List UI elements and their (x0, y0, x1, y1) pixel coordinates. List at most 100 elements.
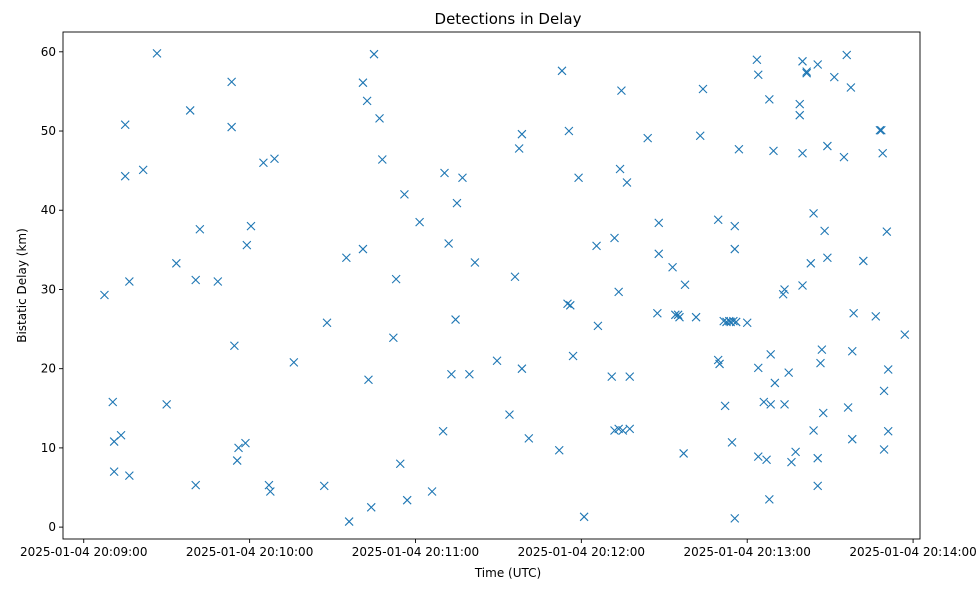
y-tick-label: 40 (41, 203, 56, 217)
data-point (377, 155, 387, 164)
data-point (625, 372, 635, 381)
data-point (464, 369, 474, 379)
data-point (846, 83, 856, 92)
data-point (400, 190, 409, 199)
data-point (265, 487, 275, 496)
data-point (849, 308, 859, 318)
data-point (752, 55, 762, 65)
data-point (458, 173, 467, 183)
data-point (319, 481, 329, 491)
data-point (362, 96, 372, 106)
data-point (795, 99, 805, 109)
data-point (809, 426, 818, 435)
data-point (822, 141, 832, 151)
data-point (720, 401, 730, 411)
data-point (900, 330, 910, 340)
data-point (510, 272, 520, 282)
data-point (787, 457, 796, 467)
data-point (492, 356, 502, 366)
data-point (625, 424, 635, 434)
data-point (438, 426, 448, 436)
data-point (195, 224, 205, 234)
data-point (770, 378, 780, 388)
y-tick-label: 50 (41, 124, 56, 138)
y-axis-label: Bistatic Delay (km) (15, 228, 29, 343)
data-point (817, 345, 827, 355)
data-point (847, 434, 857, 444)
data-point (675, 312, 684, 322)
data-point (369, 49, 379, 59)
plot-frame (62, 31, 921, 540)
y-tick-label: 60 (41, 45, 56, 59)
data-point (727, 437, 737, 447)
data-point (185, 106, 195, 115)
data-point (289, 357, 299, 367)
data-point (579, 512, 589, 522)
data-point (395, 459, 405, 469)
data-point (610, 233, 619, 243)
data-point (802, 68, 812, 78)
data-point (843, 403, 853, 412)
data-point (769, 146, 778, 156)
data-point (615, 164, 625, 174)
data-point (564, 126, 574, 136)
data-points (100, 49, 910, 526)
data-point (375, 113, 384, 123)
data-point (517, 364, 527, 374)
data-point (246, 221, 256, 231)
data-point (759, 397, 769, 407)
data-point (879, 386, 889, 396)
data-point (470, 258, 480, 267)
data-point (427, 487, 437, 496)
y-tick-label: 20 (41, 362, 56, 376)
data-point (879, 445, 889, 454)
data-point (680, 280, 690, 290)
x-tick-label: 2025-01-04 20:10:00 (186, 545, 313, 559)
data-point (643, 133, 653, 143)
data-point (842, 50, 852, 60)
data-point (120, 120, 130, 130)
data-point (654, 249, 664, 259)
data-point (713, 215, 723, 225)
data-point (882, 227, 892, 237)
data-point (241, 438, 250, 448)
data-point (514, 144, 524, 153)
chart-title: Detections in Delay (435, 10, 582, 28)
y-tick-label: 0 (48, 520, 56, 534)
data-point (171, 258, 181, 268)
data-point (742, 318, 752, 328)
data-point (444, 239, 454, 248)
data-point (270, 154, 279, 164)
data-point (524, 434, 534, 443)
data-point (766, 399, 776, 409)
data-point (322, 318, 332, 328)
data-point (162, 399, 172, 409)
data-point (791, 447, 800, 457)
data-point (654, 218, 664, 228)
data-point (191, 480, 201, 490)
data-point (259, 158, 268, 168)
data-point (124, 277, 134, 286)
data-point (809, 209, 818, 218)
data-point (802, 67, 812, 76)
data-point (813, 481, 823, 491)
data-point (778, 289, 788, 299)
data-point (858, 256, 868, 266)
data-point (402, 495, 412, 505)
data-point (839, 152, 849, 162)
y-tick-label: 10 (41, 441, 56, 455)
x-axis-label: Time (UTC) (474, 566, 541, 580)
data-point (557, 66, 567, 76)
data-point (234, 443, 243, 453)
data-point (668, 262, 677, 272)
data-point (554, 445, 564, 455)
data-point (120, 171, 130, 181)
data-point (730, 221, 740, 231)
data-point (729, 316, 738, 326)
data-point (618, 426, 628, 435)
data-point (109, 467, 119, 477)
data-point (364, 375, 373, 385)
data-point (780, 285, 789, 294)
data-point (734, 144, 744, 154)
data-point (415, 217, 425, 227)
